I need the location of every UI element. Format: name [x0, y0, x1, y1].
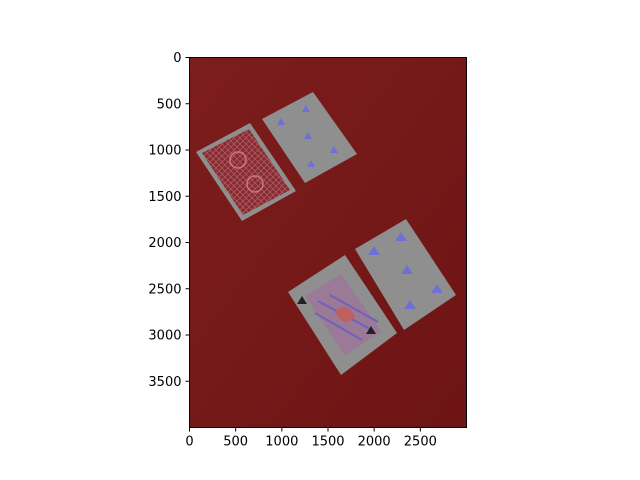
- x-tick-label: 500: [223, 435, 248, 450]
- spade-pip-icon: [302, 105, 310, 112]
- card-back: [196, 123, 296, 221]
- card-spades-pips: [355, 219, 456, 330]
- x-tick-label: 0: [185, 435, 193, 450]
- spade-pip-icon: [368, 246, 380, 255]
- spade-pip-icon: [330, 146, 338, 153]
- y-tick-label: 2500: [148, 282, 181, 297]
- x-axis: 0 500 1000 1500 2000 2500: [185, 427, 437, 450]
- y-tick-label: 0: [173, 51, 181, 66]
- card-four-of-spades: [262, 92, 357, 183]
- spade-pip-icon: [401, 265, 413, 274]
- y-tick-label: 1000: [148, 144, 181, 159]
- x-tick-label: 1000: [265, 435, 298, 450]
- x-tick-label: 1500: [311, 435, 344, 450]
- photo-image: [189, 57, 467, 428]
- spade-corner-icon: [297, 296, 307, 304]
- y-tick-label: 2000: [148, 236, 181, 251]
- spade-pip-icon: [404, 300, 416, 309]
- table-background: [189, 57, 467, 428]
- y-tick-label: 3500: [148, 375, 181, 390]
- spade-pip-icon: [277, 118, 285, 125]
- card-jack-of-spades: [288, 255, 397, 375]
- spade-pip-icon: [431, 284, 443, 293]
- spade-pip-icon: [307, 160, 315, 167]
- spade-pip-icon: [395, 232, 407, 241]
- y-axis: 0 500 1000 1500 2000 2500 3000 3500: [148, 51, 190, 390]
- spade-corner-icon: [366, 326, 376, 334]
- x-tick-label: 2000: [358, 435, 391, 450]
- y-tick-label: 1500: [148, 190, 181, 205]
- y-tick-label: 3000: [148, 329, 181, 344]
- spade-pip-icon: [304, 132, 312, 139]
- y-tick-label: 500: [157, 97, 182, 112]
- x-tick-label: 2500: [404, 435, 437, 450]
